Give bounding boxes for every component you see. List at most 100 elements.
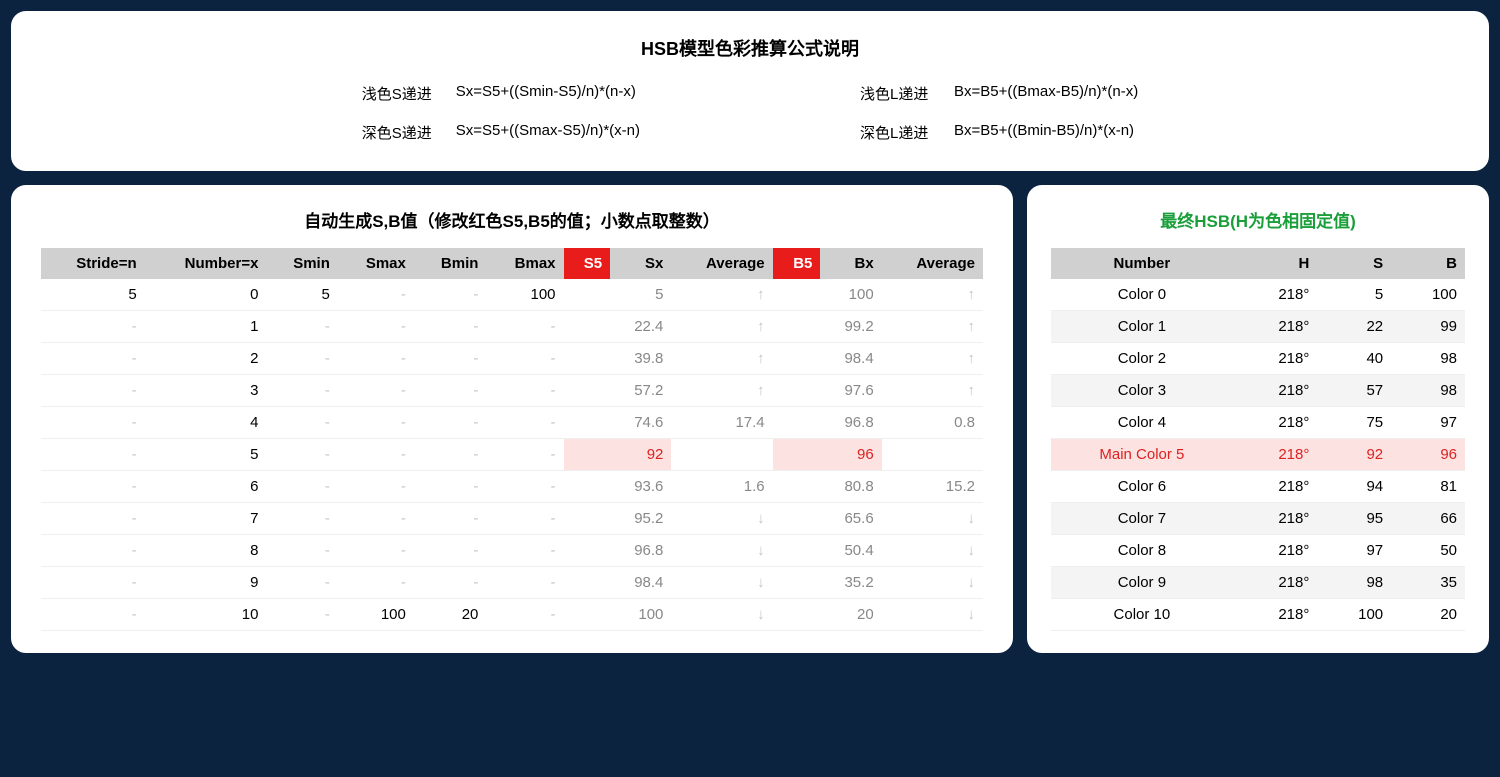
sb-cell-bmin: - [414, 407, 487, 439]
hsb-cell-s: 40 [1317, 343, 1391, 375]
hsb-cell-b: 50 [1391, 535, 1465, 567]
sb-cell-stride: - [41, 471, 145, 503]
hsb-column-header: S [1317, 248, 1391, 279]
sb-cell-s5 [564, 567, 611, 599]
sb-cell-avg1: 1.6 [671, 471, 772, 503]
hsb-column-header: Number [1051, 248, 1233, 279]
sb-cell-bx: 96.8 [820, 407, 881, 439]
sb-cell-stride: - [41, 599, 145, 631]
sb-column-header: Average [882, 248, 983, 279]
hsb-table-row: Color 9218°9835 [1051, 567, 1465, 599]
hsb-column-header: H [1233, 248, 1318, 279]
sb-cell-stride: - [41, 439, 145, 471]
sb-cell-s5 [564, 279, 611, 311]
sb-column-header: Smax [338, 248, 414, 279]
sb-cell-number: 6 [145, 471, 267, 503]
sb-column-header: S5 [564, 248, 611, 279]
sb-cell-bmax: - [486, 599, 563, 631]
hsb-cell-h: 218° [1233, 311, 1318, 343]
sb-column-header: Smin [266, 248, 337, 279]
hsb-cell-b: 97 [1391, 407, 1465, 439]
sb-cell-s5 [564, 599, 611, 631]
sb-cell-smax: - [338, 279, 414, 311]
hsb-cell-s: 100 [1317, 599, 1391, 631]
sb-cell-avg1: ↓ [671, 535, 772, 567]
sb-cell-number: 4 [145, 407, 267, 439]
sb-table-header-row: Stride=nNumber=xSminSmaxBminBmaxS5SxAver… [41, 248, 983, 279]
sb-cell-smin: 5 [266, 279, 337, 311]
final-hsb-title: 最终HSB(H为色相固定值) [1051, 207, 1465, 232]
hsb-cell-number: Color 0 [1051, 279, 1233, 311]
sb-cell-bx: 99.2 [820, 311, 881, 343]
sb-cell-avg1: ↓ [671, 567, 772, 599]
formula-label: 浅色S递进 [362, 83, 442, 104]
sb-cell-sx: 100 [610, 599, 671, 631]
sb-cell-s5 [564, 471, 611, 503]
sb-column-header: Bmin [414, 248, 487, 279]
sb-cell-b5 [773, 503, 821, 535]
final-hsb-table: NumberHSB Color 0218°5100Color 1218°2299… [1051, 248, 1465, 631]
sb-cell-bmin: - [414, 375, 487, 407]
sb-cell-smax: - [338, 407, 414, 439]
sb-cell-avg1: 17.4 [671, 407, 772, 439]
formula-row: 深色L递进 Bx=B5+((Bmin-B5)/n)*(x-n) [860, 122, 1138, 143]
sb-cell-bmax: 100 [486, 279, 563, 311]
sb-cell-sx: 5 [610, 279, 671, 311]
sb-cell-stride: 5 [41, 279, 145, 311]
sb-cell-b5 [773, 439, 821, 471]
sb-cell-b5 [773, 407, 821, 439]
sb-cell-number: 5 [145, 439, 267, 471]
sb-cell-bx: 50.4 [820, 535, 881, 567]
sb-cell-stride: - [41, 567, 145, 599]
sb-cell-number: 0 [145, 279, 267, 311]
sb-cell-bmax: - [486, 439, 563, 471]
hsb-table-row: Color 7218°9566 [1051, 503, 1465, 535]
hsb-table-row: Color 2218°4098 [1051, 343, 1465, 375]
sb-cell-bmin: - [414, 279, 487, 311]
hsb-table-row: Main Color 5218°9296 [1051, 439, 1465, 471]
hsb-cell-b: 100 [1391, 279, 1465, 311]
hsb-cell-b: 81 [1391, 471, 1465, 503]
sb-cell-smin: - [266, 407, 337, 439]
sb-cell-smin: - [266, 375, 337, 407]
hsb-table-row: Color 8218°9750 [1051, 535, 1465, 567]
hsb-cell-number: Color 2 [1051, 343, 1233, 375]
sb-cell-bmax: - [486, 375, 563, 407]
sb-cell-smax: 100 [338, 599, 414, 631]
hsb-cell-h: 218° [1233, 439, 1318, 471]
sb-cell-smin: - [266, 311, 337, 343]
sb-cell-smax: - [338, 311, 414, 343]
sb-cell-s5 [564, 375, 611, 407]
sb-cell-bx: 100 [820, 279, 881, 311]
hsb-cell-s: 57 [1317, 375, 1391, 407]
formula-label: 深色S递进 [362, 122, 442, 143]
sb-cell-number: 8 [145, 535, 267, 567]
sb-cell-smin: - [266, 471, 337, 503]
hsb-cell-number: Color 7 [1051, 503, 1233, 535]
sb-generation-panel: 自动生成S,B值（修改红色S5,B5的值；小数点取整数） Stride=nNum… [8, 182, 1016, 656]
final-hsb-panel: 最终HSB(H为色相固定值) NumberHSB Color 0218°5100… [1024, 182, 1492, 656]
sb-cell-number: 3 [145, 375, 267, 407]
formula-row: 浅色S递进 Sx=S5+((Smin-S5)/n)*(n-x) [362, 83, 640, 104]
sb-cell-b5 [773, 279, 821, 311]
formula-panel: HSB模型色彩推算公式说明 浅色S递进 Sx=S5+((Smin-S5)/n)*… [8, 8, 1492, 174]
sb-cell-avg1: ↓ [671, 599, 772, 631]
sb-cell-avg2: 15.2 [882, 471, 983, 503]
hsb-cell-s: 95 [1317, 503, 1391, 535]
sb-cell-bx: 98.4 [820, 343, 881, 375]
hsb-table-row: Color 6218°9481 [1051, 471, 1465, 503]
sb-column-header: Number=x [145, 248, 267, 279]
sb-cell-sx: 74.6 [610, 407, 671, 439]
hsb-cell-s: 5 [1317, 279, 1391, 311]
sb-cell-smax: - [338, 375, 414, 407]
final-hsb-body: Color 0218°5100Color 1218°2299Color 2218… [1051, 279, 1465, 631]
hsb-cell-h: 218° [1233, 535, 1318, 567]
formula-col-right: 浅色L递进 Bx=B5+((Bmax-B5)/n)*(n-x) 深色L递进 Bx… [860, 83, 1138, 143]
sb-cell-avg2: ↑ [882, 311, 983, 343]
hsb-cell-number: Color 9 [1051, 567, 1233, 599]
sb-cell-avg2: ↓ [882, 567, 983, 599]
hsb-cell-number: Main Color 5 [1051, 439, 1233, 471]
formula-text: Sx=S5+((Smax-S5)/n)*(x-n) [456, 122, 640, 143]
hsb-cell-b: 66 [1391, 503, 1465, 535]
hsb-cell-s: 92 [1317, 439, 1391, 471]
